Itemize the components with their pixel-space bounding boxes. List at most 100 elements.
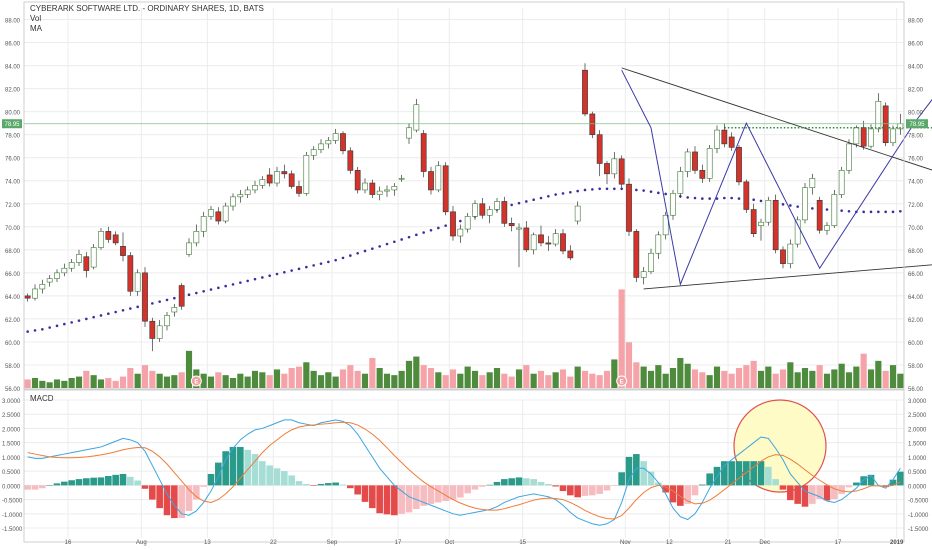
earnings-marker (190, 375, 202, 387)
macd-histogram-bar (530, 479, 537, 486)
volume-bar (677, 358, 684, 388)
macd-histogram-bar (39, 485, 46, 489)
volume-bar (405, 360, 413, 388)
y-tick-label-left: 68.00 (5, 249, 21, 255)
volume-bar (435, 372, 442, 388)
candle-up (794, 219, 801, 245)
macd-histogram-bar (845, 485, 853, 488)
ma-point (737, 197, 741, 200)
ma-point (422, 231, 425, 234)
macd-legend: MACD (30, 394, 54, 404)
macd-histogram-bar (523, 478, 530, 486)
macd-histogram-bar (567, 485, 574, 496)
candle-up (486, 209, 493, 216)
symbol-title[interactable]: CYBERARK SOFTWARE LTD. - ORDINARY SHARES… (30, 4, 264, 13)
macd-histogram-bar (647, 471, 655, 486)
volume-bar (779, 369, 787, 388)
ma-point (48, 326, 51, 329)
y-tick-label-left: 74.00 (5, 180, 21, 186)
x-tick-label: 13 (204, 540, 211, 546)
candle-up (457, 228, 464, 237)
macd-histogram-bar (207, 473, 215, 486)
ma-point (693, 196, 697, 200)
volume-bar (134, 373, 141, 388)
macd-histogram-bar (801, 485, 809, 507)
macd-histogram-bar (229, 446, 237, 486)
macd-histogram-bar (743, 461, 750, 486)
ma-point (224, 284, 227, 288)
macd-histogram-bar (435, 485, 442, 503)
ma-legend[interactable]: MA (30, 24, 42, 33)
candlesticks (24, 63, 904, 352)
y-tick-label-right: 70.00 (908, 226, 924, 232)
candle-down (545, 242, 552, 245)
y-tick-label-left: 56.00 (5, 387, 21, 393)
candle-up (472, 203, 478, 217)
price-tag-left-text: 78.95 (4, 122, 20, 128)
macd-histogram-bar (889, 479, 897, 486)
candle-up (684, 151, 691, 172)
macd-y-tick-left: 3.0000 (2, 399, 21, 405)
macd-y-tick-right: 3.0000 (908, 399, 927, 405)
volume-bar (750, 360, 757, 388)
earnings-marker-label: E (194, 380, 198, 386)
ma-point (158, 300, 161, 303)
macd-histogram-bar (537, 481, 545, 486)
ma-point (847, 209, 851, 213)
ma-point (686, 196, 689, 199)
candle-up (574, 205, 581, 222)
ma-point (297, 267, 301, 271)
macd-histogram-bar (383, 485, 391, 515)
volume-bar (413, 356, 420, 388)
ma-point (869, 210, 873, 214)
macd-histogram-bar (772, 479, 779, 486)
candle-up (310, 149, 317, 156)
ma-point (539, 196, 543, 200)
candle-up (516, 227, 522, 230)
candle-down (215, 211, 222, 222)
candle-down (450, 211, 456, 237)
candle-down (281, 171, 288, 175)
macd-histogram-bar (853, 482, 860, 486)
candle-down (420, 133, 427, 172)
candle-up (809, 178, 816, 188)
macd-histogram-bar (185, 485, 193, 511)
macd-histogram-bar (765, 466, 772, 486)
volume-bar (537, 370, 545, 388)
macd-histogram-bar (420, 485, 427, 506)
ma-point (129, 307, 132, 310)
macd-histogram-bar (134, 480, 141, 486)
volume-bar (662, 373, 669, 388)
ma-point (862, 210, 865, 214)
ma-point (840, 209, 843, 212)
ma-point (723, 196, 726, 200)
vol-legend[interactable]: Vol (30, 14, 42, 23)
y-tick-label-right: 82.00 (908, 88, 924, 94)
candle-up (406, 127, 412, 139)
macd-histogram-bar (757, 461, 765, 486)
candle-down (479, 203, 486, 216)
candle-down (369, 182, 376, 195)
ma-point (231, 283, 235, 286)
volume-bar (354, 370, 361, 388)
candle-up (875, 100, 882, 130)
ma-point (33, 329, 37, 332)
macd-histogram-bar (266, 465, 273, 486)
volume-bar (149, 370, 156, 388)
candle-up (391, 186, 398, 191)
candle-down (582, 69, 588, 115)
volume-bar (508, 376, 515, 388)
macd-legend-label[interactable]: MACD (30, 394, 54, 403)
volume-bar (655, 365, 662, 388)
macd-histogram-bar (633, 454, 640, 486)
macd-histogram-bar (332, 482, 339, 486)
candle-up (662, 214, 669, 236)
candle-up (164, 315, 170, 327)
candle-up (714, 129, 720, 149)
earnings-marker (616, 375, 628, 387)
macd-histogram-bar (339, 484, 347, 486)
volume-bar (699, 372, 706, 388)
macd-histogram-bar (779, 485, 787, 490)
ma-point (165, 298, 169, 302)
